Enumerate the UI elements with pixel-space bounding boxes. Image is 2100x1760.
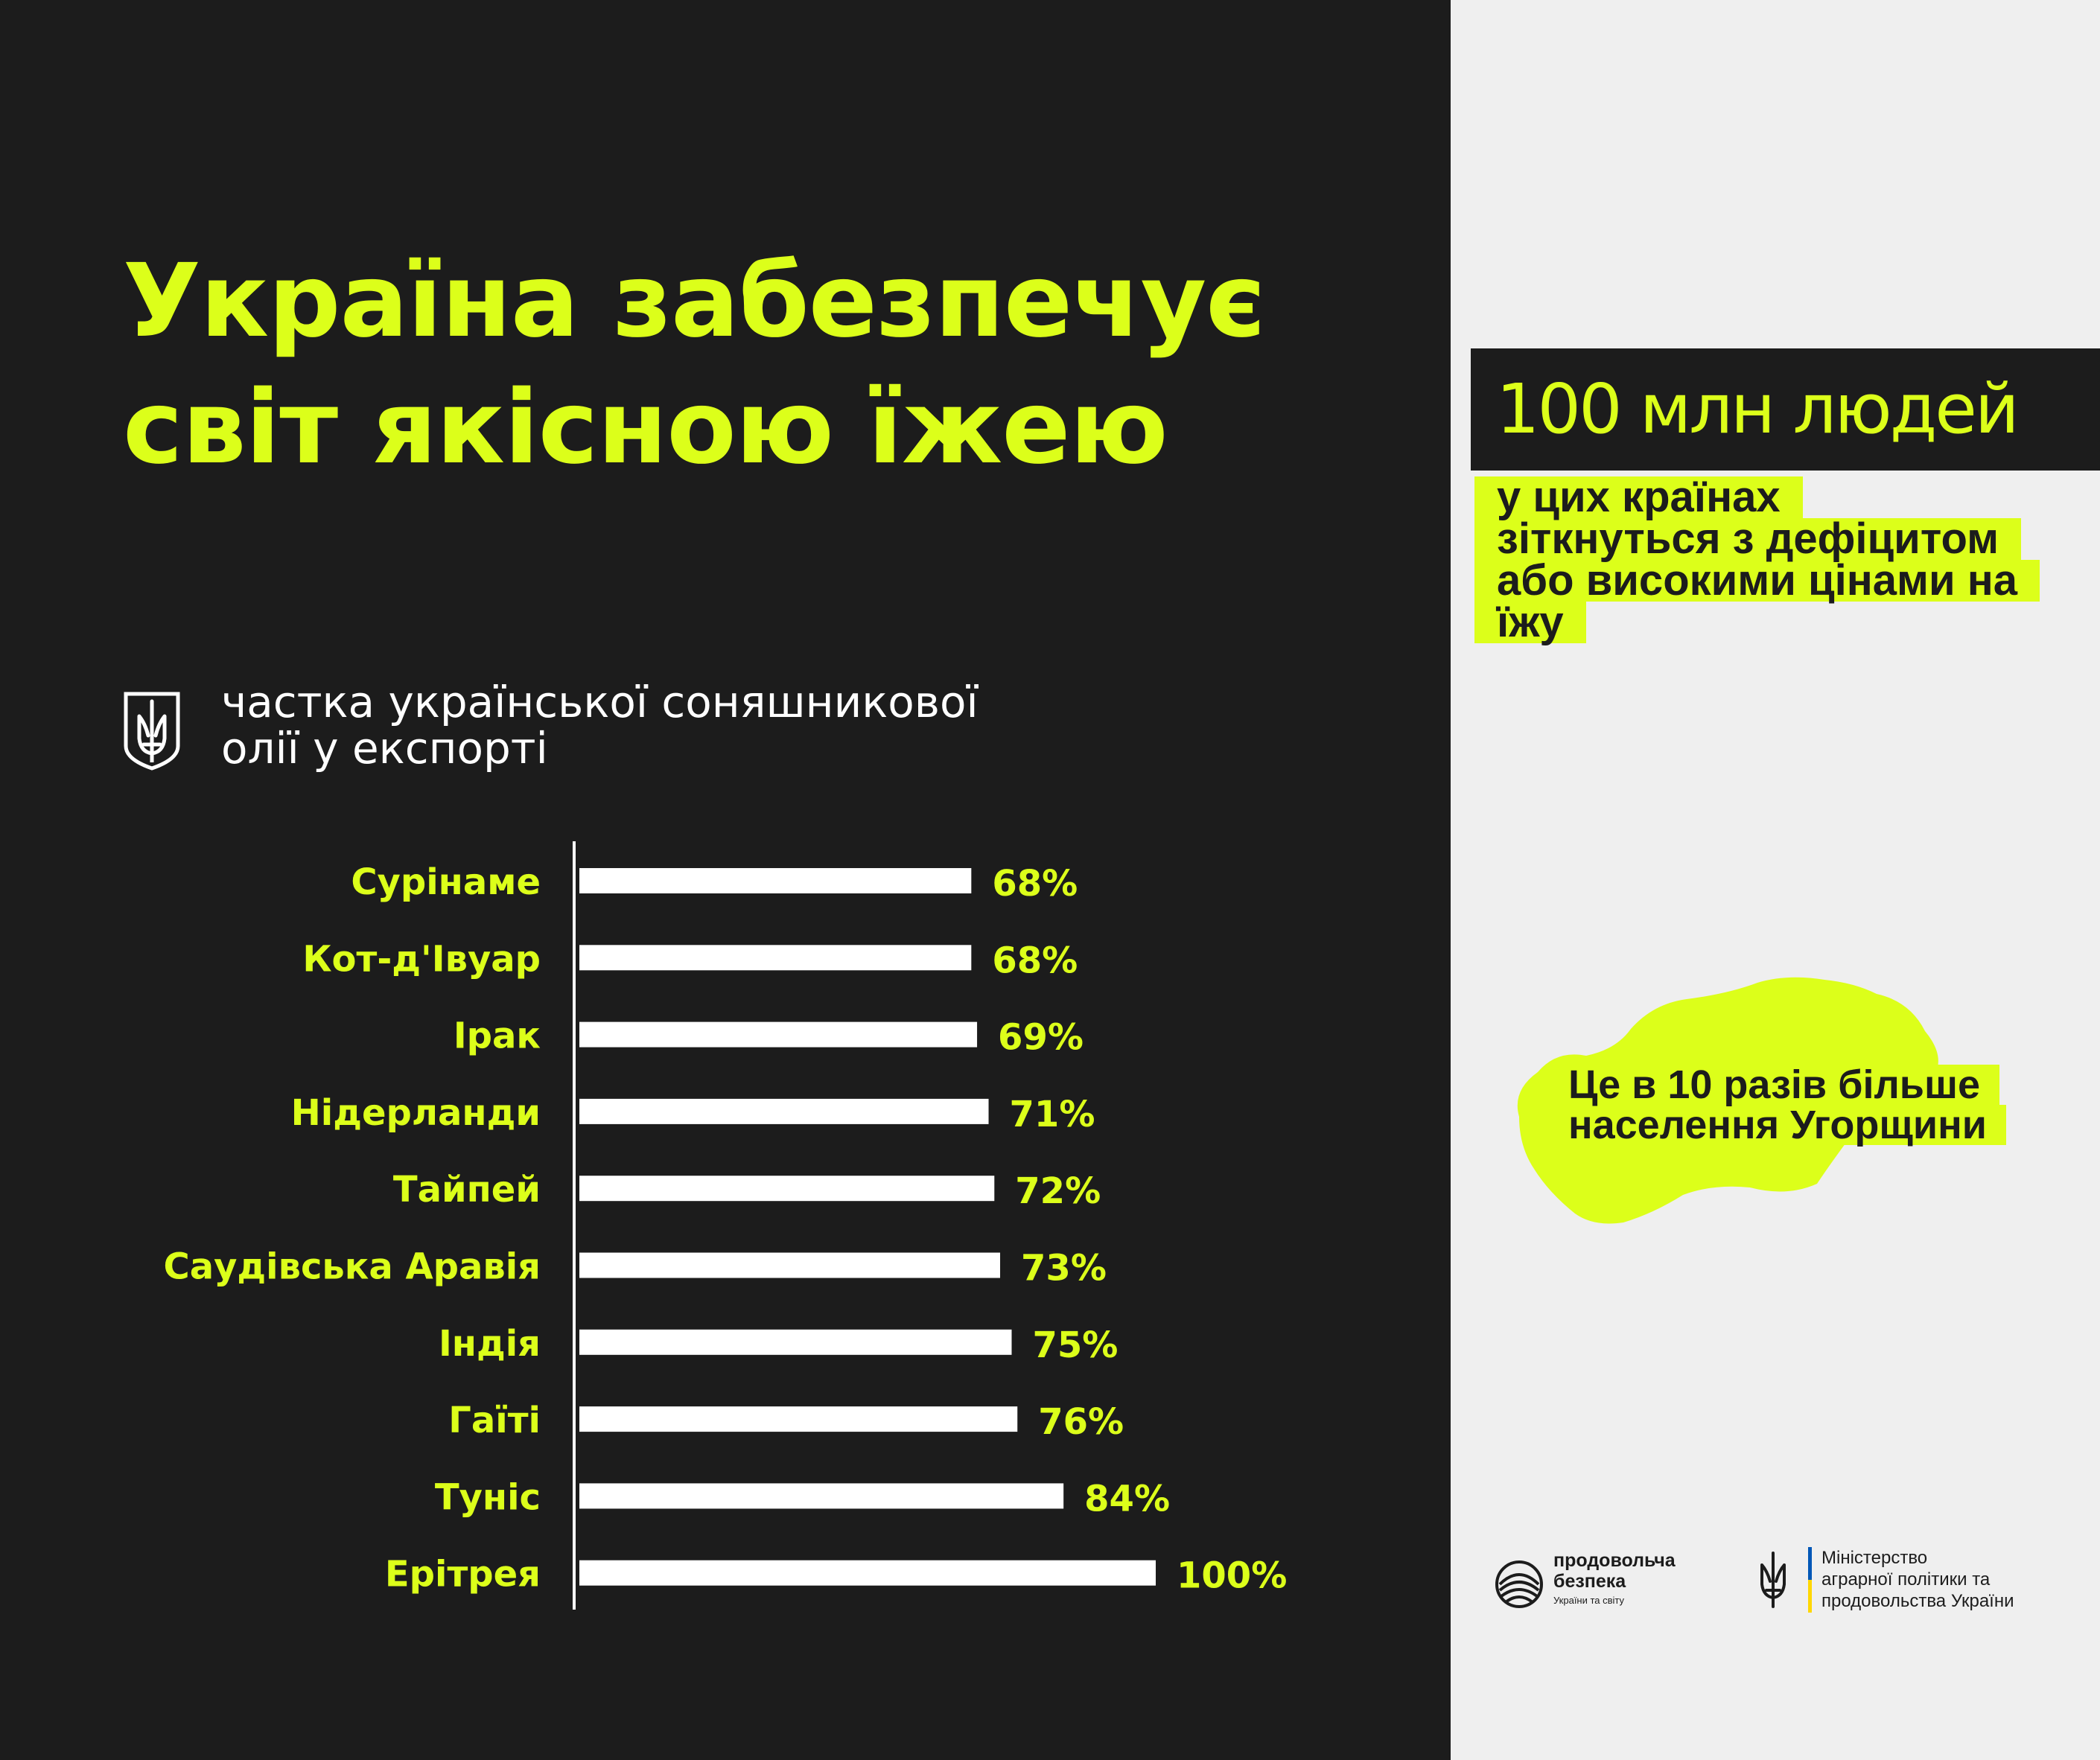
flag-divider bbox=[1808, 1547, 1812, 1613]
food-security-title: продовольча безпека bbox=[1553, 1550, 1676, 1592]
value-label: 71% bbox=[1010, 1094, 1095, 1135]
bar bbox=[579, 1560, 1156, 1586]
globe-icon bbox=[1495, 1560, 1543, 1608]
value-label: 69% bbox=[998, 1017, 1084, 1059]
trident-icon bbox=[124, 692, 180, 771]
category-label: Тайпей bbox=[393, 1169, 541, 1211]
population-note: Це в 10 разів більше населення Угорщини bbox=[1549, 1065, 2085, 1145]
stat-detail-line-2: зіткнуться з дефіцитом bbox=[1474, 517, 2022, 561]
food-security-title-line-2: безпека bbox=[1553, 1571, 1626, 1592]
bar bbox=[579, 868, 972, 893]
stat-detail-line-4: їжу bbox=[1474, 601, 1586, 644]
right-panel bbox=[1451, 0, 2100, 1760]
category-label: Кот-д'Івуар bbox=[302, 938, 541, 980]
ministry-name: Міністерство аграрної політики та продов… bbox=[1821, 1547, 2014, 1612]
value-label: 68% bbox=[992, 940, 1078, 981]
value-label: 76% bbox=[1038, 1401, 1124, 1443]
chart-subtitle-block: частка української соняшникової олії у е… bbox=[123, 679, 1091, 776]
category-label: Сурінаме bbox=[351, 861, 541, 903]
title-line-2: світ якісною їжею bbox=[123, 369, 1168, 487]
stat-detail-line-3: або високими цінами на bbox=[1474, 559, 2040, 602]
ministry-line-2: аграрної політики та bbox=[1821, 1569, 1991, 1590]
food-security-logo: продовольча безпека України та світу bbox=[1492, 1550, 1701, 1617]
category-label: Ірак bbox=[454, 1015, 541, 1057]
bar bbox=[579, 1252, 1001, 1278]
value-label: 73% bbox=[1021, 1248, 1107, 1289]
value-label: 84% bbox=[1084, 1478, 1170, 1520]
stat-detail: у цих країнах зіткнуться з дефіцитом або… bbox=[1474, 476, 2093, 644]
bar bbox=[579, 1329, 1012, 1355]
value-label: 72% bbox=[1015, 1170, 1101, 1212]
title-line-1: Україна забезпечує bbox=[123, 243, 1266, 360]
category-label: Туніс bbox=[435, 1476, 541, 1518]
ministry-line-1: Міністерство bbox=[1821, 1548, 1928, 1568]
bar bbox=[579, 1483, 1064, 1509]
food-security-title-line-1: продовольча bbox=[1553, 1550, 1676, 1571]
ministry-line-3: продовольства України bbox=[1821, 1591, 2014, 1611]
bar bbox=[579, 1176, 995, 1202]
value-label: 100% bbox=[1177, 1555, 1287, 1597]
category-label: Нідерланди bbox=[291, 1092, 541, 1134]
chart-subtitle: частка української соняшникової олії у е… bbox=[221, 679, 979, 771]
category-label: Індія bbox=[439, 1323, 541, 1365]
food-security-subtitle: України та світу bbox=[1553, 1595, 1625, 1606]
sunflower-oil-share-chart: Сурінаме 68% Кот-д'Івуар 68% Ірак 69% Нідерлан… bbox=[163, 841, 1287, 1610]
bar bbox=[579, 1021, 978, 1048]
stat-headline: 100 млн людей bbox=[1471, 348, 2100, 471]
subtitle-line-2: олії у експорті bbox=[221, 723, 548, 774]
value-label: 75% bbox=[1033, 1324, 1119, 1366]
note-line-1: Це в 10 разів більше bbox=[1549, 1065, 2000, 1105]
bar bbox=[579, 1098, 989, 1124]
category-label: Гаїті bbox=[448, 1400, 541, 1441]
bar bbox=[579, 1406, 1018, 1432]
value-label: 68% bbox=[992, 863, 1078, 905]
ministry-logo: Міністерство аграрної політики та продов… bbox=[1754, 1547, 2090, 1622]
category-label: Саудівська Аравія bbox=[163, 1246, 541, 1288]
page-title: Україна забезпечує світ якісною їжею bbox=[123, 238, 1266, 491]
bar bbox=[579, 945, 972, 971]
stat-detail-line-1: у цих країнах bbox=[1474, 476, 1803, 519]
note-line-2: населення Угорщини bbox=[1549, 1105, 2006, 1145]
category-label: Ерітрея bbox=[385, 1554, 541, 1595]
trident-icon bbox=[1760, 1552, 1786, 1608]
subtitle-line-1: частка української соняшникової bbox=[221, 677, 979, 727]
